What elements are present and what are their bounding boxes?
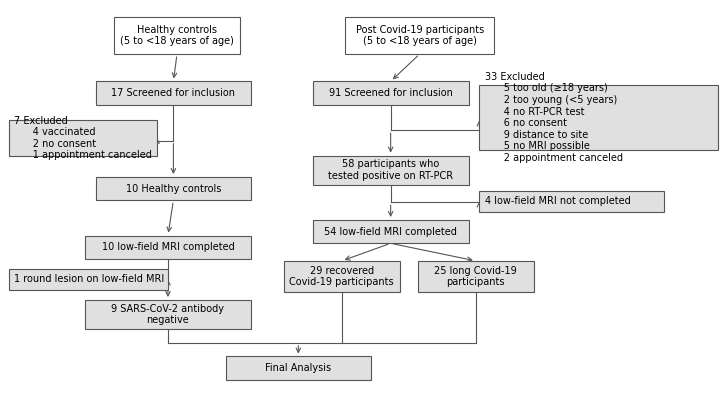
FancyBboxPatch shape <box>479 85 718 150</box>
FancyBboxPatch shape <box>84 235 252 259</box>
Text: 4 low-field MRI not completed: 4 low-field MRI not completed <box>485 196 631 206</box>
FancyBboxPatch shape <box>84 300 252 329</box>
FancyBboxPatch shape <box>226 356 371 380</box>
FancyBboxPatch shape <box>345 17 494 54</box>
Text: Final Analysis: Final Analysis <box>265 363 332 373</box>
Text: 10 Healthy controls: 10 Healthy controls <box>126 184 221 194</box>
Text: 54 low-field MRI completed: 54 low-field MRI completed <box>324 227 457 237</box>
FancyBboxPatch shape <box>113 17 241 54</box>
Text: 9 SARS-CoV-2 antibody
negative: 9 SARS-CoV-2 antibody negative <box>111 304 225 325</box>
FancyBboxPatch shape <box>313 81 468 105</box>
Text: Post Covid-19 participants
(5 to <18 years of age): Post Covid-19 participants (5 to <18 yea… <box>356 25 483 46</box>
Text: 25 long Covid-19
participants: 25 long Covid-19 participants <box>434 266 517 287</box>
Text: 91 Screened for inclusion: 91 Screened for inclusion <box>329 88 453 98</box>
FancyBboxPatch shape <box>9 120 157 156</box>
Text: 1 round lesion on low-field MRI: 1 round lesion on low-field MRI <box>15 274 165 285</box>
FancyBboxPatch shape <box>9 269 168 290</box>
Text: 17 Screened for inclusion: 17 Screened for inclusion <box>111 88 236 98</box>
Text: 29 recovered
Covid-19 participants: 29 recovered Covid-19 participants <box>289 266 394 287</box>
FancyBboxPatch shape <box>418 261 534 292</box>
FancyBboxPatch shape <box>95 177 252 200</box>
FancyBboxPatch shape <box>313 156 468 185</box>
FancyBboxPatch shape <box>479 191 664 212</box>
Text: 33 Excluded
      5 too old (≥18 years)
      2 too young (<5 years)
      4 no : 33 Excluded 5 too old (≥18 years) 2 too … <box>485 72 623 163</box>
FancyBboxPatch shape <box>284 261 400 292</box>
Text: 10 low-field MRI completed: 10 low-field MRI completed <box>102 242 234 252</box>
FancyBboxPatch shape <box>313 220 468 243</box>
Text: 58 participants who
tested positive on RT-PCR: 58 participants who tested positive on R… <box>328 159 453 181</box>
Text: Healthy controls
(5 to <18 years of age): Healthy controls (5 to <18 years of age) <box>120 25 234 46</box>
Text: 7 Excluded
      4 vaccinated
      2 no consent
      1 appointment canceled: 7 Excluded 4 vaccinated 2 no consent 1 a… <box>15 116 152 160</box>
FancyBboxPatch shape <box>95 81 252 105</box>
